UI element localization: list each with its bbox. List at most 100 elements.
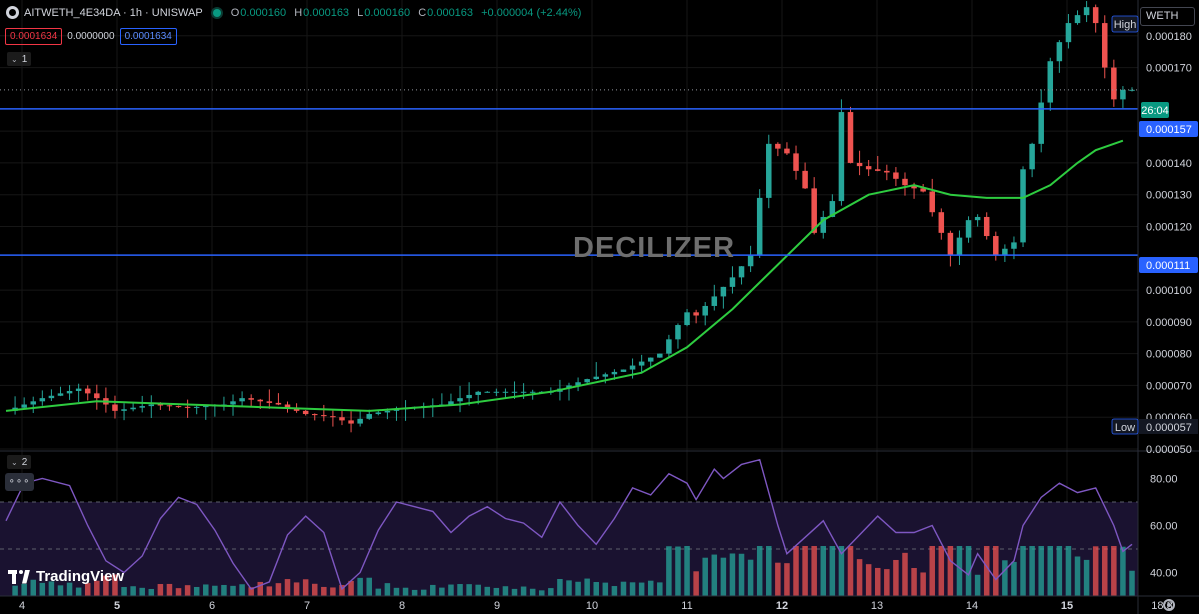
candle-body: [629, 365, 636, 370]
candle-body: [666, 339, 672, 354]
volume-bar: [384, 583, 391, 596]
currency-selector[interactable]: WETH: [1140, 7, 1195, 26]
candle-body: [1092, 7, 1099, 24]
volume-bar: [638, 582, 645, 596]
volume-bar: [993, 546, 999, 596]
volume-bar: [493, 587, 500, 596]
candle-body: [638, 361, 645, 366]
candle-body: [21, 404, 27, 408]
volume-bar: [1020, 546, 1026, 596]
settings-gear-icon[interactable]: [1163, 599, 1175, 611]
candle-body: [321, 415, 327, 417]
moving-average-line: [5, 139, 1124, 412]
volume-bar: [75, 587, 82, 596]
svg-text:High: High: [1114, 19, 1137, 31]
candle-body: [502, 391, 509, 393]
candle-body: [57, 393, 64, 396]
price-tick-label: 0.000120: [1146, 222, 1192, 234]
candle-body: [593, 376, 599, 380]
price-tick-label: 0.000100: [1146, 285, 1192, 297]
candle-body: [248, 398, 254, 400]
rsi-pane-collapse-button[interactable]: ⌄ 2: [7, 455, 32, 469]
candle-body: [675, 325, 681, 340]
candle-body: [766, 143, 772, 198]
volume-bar: [148, 588, 155, 596]
volume-bar: [938, 546, 945, 596]
price-tick-label: 0.000080: [1146, 349, 1192, 361]
volume-bar: [1029, 546, 1035, 596]
volume-bar: [884, 569, 890, 596]
volume-bar: [865, 564, 872, 596]
volume-bar: [130, 586, 136, 596]
volume-bar: [420, 589, 427, 596]
volume-bar: [611, 586, 618, 596]
volume-bar: [248, 587, 254, 596]
symbol-legend[interactable]: AITWETH_4E34DA · 1h · UNISWAP O0.000160 …: [6, 6, 586, 19]
volume-bar: [57, 585, 64, 596]
price-pane-collapse-button[interactable]: ⌄ 1: [7, 52, 32, 66]
change-value: +0.000004 (+2.44%): [481, 6, 582, 19]
volume-bar: [920, 572, 926, 596]
candle-body: [575, 382, 581, 386]
volume-bar: [112, 574, 118, 596]
rsi-line: [5, 458, 1133, 591]
candle-body: [239, 398, 245, 402]
volume-bar: [684, 546, 690, 596]
level-upper-label: 0.000157: [1139, 121, 1198, 137]
price-pane-number: 1: [21, 53, 28, 65]
volume-bar: [1120, 546, 1126, 596]
tradingview-logo[interactable]: TradingView: [8, 568, 124, 585]
volume-bar: [548, 588, 554, 596]
volume-bar: [711, 554, 718, 596]
candle-body: [457, 398, 463, 402]
candle-body: [893, 172, 899, 179]
candle-body: [39, 398, 46, 402]
candle-body: [266, 401, 273, 403]
market-status-icon[interactable]: [212, 8, 221, 17]
candle-body: [366, 414, 372, 419]
time-tick-label: 10: [586, 600, 598, 612]
volume-bar: [902, 552, 908, 596]
candle-body: [811, 188, 817, 233]
candle-body: [184, 406, 191, 408]
symbol-title[interactable]: AITWETH_4E34DA · 1h · UNISWAP: [24, 6, 203, 19]
volume-bar: [1047, 546, 1054, 596]
more-options-button[interactable]: ∘∘∘: [5, 473, 34, 491]
candle-body: [920, 188, 926, 192]
volume-bar: [139, 587, 145, 596]
svg-text:Low: Low: [1115, 422, 1135, 434]
volume-bar: [511, 588, 518, 596]
tradingview-icon: [8, 569, 30, 584]
volume-bar: [1102, 546, 1108, 596]
volume-bar: [838, 546, 845, 596]
volume-bar: [302, 579, 309, 596]
volume-bar: [1011, 561, 1017, 596]
candle-body: [820, 216, 827, 233]
volume-bar: [766, 546, 772, 596]
candle-body: [148, 404, 155, 407]
volume-bar: [747, 559, 754, 596]
price-tick-label: 0.000130: [1146, 190, 1192, 202]
volume-bar: [647, 580, 654, 596]
candle-body: [75, 388, 82, 391]
volume-bar: [956, 546, 963, 596]
volume-bar: [275, 583, 282, 596]
volume-bar: [103, 575, 109, 596]
candle-body: [838, 112, 845, 202]
candle-body: [1020, 169, 1026, 243]
candle-body: [611, 371, 618, 375]
candle-body: [48, 395, 55, 399]
candle-body: [965, 220, 972, 238]
volume-bar: [520, 586, 527, 596]
volume-bar: [1092, 546, 1099, 596]
volume-bar: [166, 583, 173, 596]
volume-bar: [566, 580, 572, 596]
volume-bar: [729, 553, 736, 596]
volume-bar: [30, 579, 36, 596]
candle-body: [802, 170, 808, 189]
volume-bar: [874, 567, 881, 596]
volume-bar: [575, 581, 581, 596]
volume-bar: [847, 546, 854, 596]
